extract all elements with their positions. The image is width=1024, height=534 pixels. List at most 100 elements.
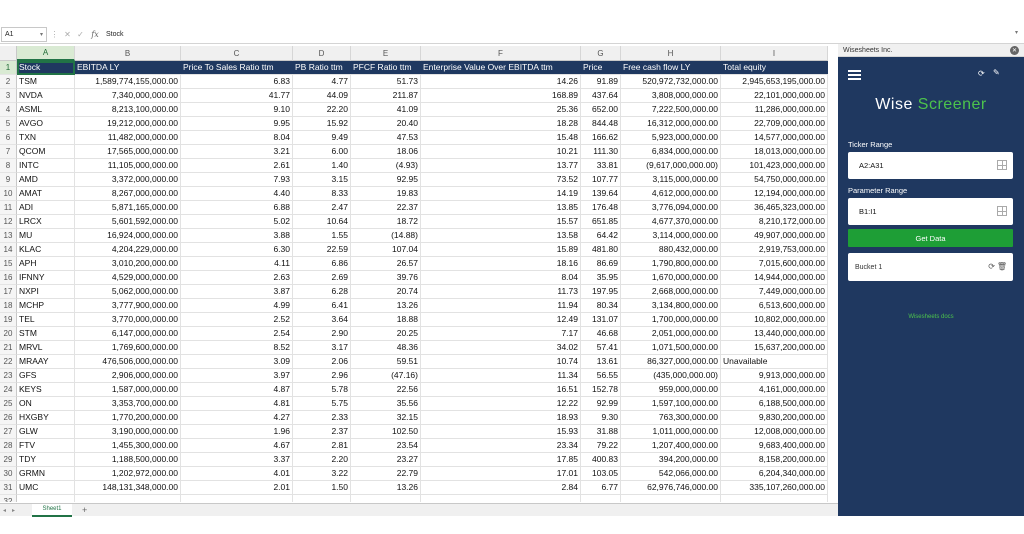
data-cell[interactable]: 10.21	[421, 145, 581, 159]
data-cell[interactable]: 6.28	[293, 285, 351, 299]
ticker-cell[interactable]: INTC	[17, 159, 75, 173]
row-header[interactable]: 1	[0, 61, 17, 75]
data-cell[interactable]: 6,834,000,000.00	[621, 145, 721, 159]
data-cell[interactable]: 20.25	[351, 327, 421, 341]
data-cell[interactable]: 5,062,000,000.00	[75, 285, 181, 299]
data-cell[interactable]: 9,913,000,000.00	[721, 369, 828, 383]
data-cell[interactable]: 22.56	[351, 383, 421, 397]
data-cell[interactable]: 2.96	[293, 369, 351, 383]
data-cell[interactable]: 80.34	[581, 299, 621, 313]
data-cell[interactable]: 20.40	[351, 117, 421, 131]
data-cell[interactable]: 26.57	[351, 257, 421, 271]
data-cell[interactable]: 25.36	[421, 103, 581, 117]
row-header[interactable]: 3	[0, 89, 17, 103]
ticker-cell[interactable]: GRMN	[17, 467, 75, 481]
data-cell[interactable]: 1,188,500,000.00	[75, 453, 181, 467]
data-cell[interactable]: 18.88	[351, 313, 421, 327]
data-cell[interactable]: 148,131,348,000.00	[75, 481, 181, 495]
ticker-range-input[interactable]: A2:A31	[848, 152, 1013, 179]
data-cell[interactable]: 4,529,000,000.00	[75, 271, 181, 285]
data-cell[interactable]: 5,871,165,000.00	[75, 201, 181, 215]
data-cell[interactable]: 6.41	[293, 299, 351, 313]
data-cell[interactable]: 5.02	[181, 215, 293, 229]
data-cell[interactable]: 9.95	[181, 117, 293, 131]
get-data-button[interactable]: Get Data	[848, 229, 1013, 247]
data-cell[interactable]: 131.07	[581, 313, 621, 327]
data-cell[interactable]: 2,919,753,000.00	[721, 243, 828, 257]
data-cell[interactable]: 542,066,000.00	[621, 467, 721, 481]
data-cell[interactable]: 2.69	[293, 271, 351, 285]
data-cell[interactable]: 102.50	[351, 425, 421, 439]
data-cell[interactable]: 2.01	[181, 481, 293, 495]
data-cell[interactable]: 51.73	[351, 75, 421, 89]
data-cell[interactable]: 16,312,000,000.00	[621, 117, 721, 131]
empty-cell[interactable]	[181, 495, 293, 502]
data-cell[interactable]: 54,750,000,000.00	[721, 173, 828, 187]
data-cell[interactable]: 2,051,000,000.00	[621, 327, 721, 341]
data-cell[interactable]: 35.56	[351, 397, 421, 411]
data-cell[interactable]: 2.33	[293, 411, 351, 425]
ticker-cell[interactable]: GFS	[17, 369, 75, 383]
data-cell[interactable]: 3.97	[181, 369, 293, 383]
data-cell[interactable]: 2.06	[293, 355, 351, 369]
data-cell[interactable]: 1,589,774,155,000.00	[75, 75, 181, 89]
data-cell[interactable]: 651.85	[581, 215, 621, 229]
data-cell[interactable]: 1.40	[293, 159, 351, 173]
row-header[interactable]: 17	[0, 285, 17, 299]
row-header[interactable]: 19	[0, 313, 17, 327]
data-cell[interactable]: (47.16)	[351, 369, 421, 383]
row-header[interactable]: 26	[0, 411, 17, 425]
data-cell[interactable]: 4.01	[181, 467, 293, 481]
data-cell[interactable]: 22.20	[293, 103, 351, 117]
row-header[interactable]: 4	[0, 103, 17, 117]
row-header[interactable]: 20	[0, 327, 17, 341]
close-icon[interactable]: ✕	[1010, 46, 1019, 55]
ticker-cell[interactable]: NXPI	[17, 285, 75, 299]
data-cell[interactable]: 111.30	[581, 145, 621, 159]
data-cell[interactable]: 18.06	[351, 145, 421, 159]
data-cell[interactable]: 211.87	[351, 89, 421, 103]
ticker-cell[interactable]: ASML	[17, 103, 75, 117]
data-cell[interactable]: 1,770,200,000.00	[75, 411, 181, 425]
data-cell[interactable]: 3.21	[181, 145, 293, 159]
data-cell[interactable]: 107.77	[581, 173, 621, 187]
data-cell[interactable]: 13.61	[581, 355, 621, 369]
data-cell[interactable]: 6.88	[181, 201, 293, 215]
data-cell[interactable]: 22,101,000,000.00	[721, 89, 828, 103]
data-cell[interactable]: 59.51	[351, 355, 421, 369]
data-cell[interactable]: 3,808,000,000.00	[621, 89, 721, 103]
row-header[interactable]: 5	[0, 117, 17, 131]
column-header-h[interactable]: H	[621, 46, 721, 61]
data-cell[interactable]: 3,776,094,000.00	[621, 201, 721, 215]
data-cell[interactable]: 880,432,000.00	[621, 243, 721, 257]
data-cell[interactable]: 73.52	[421, 173, 581, 187]
data-cell[interactable]: 9,830,200,000.00	[721, 411, 828, 425]
header-cell[interactable]: Price To Sales Ratio ttm	[181, 61, 293, 75]
ticker-cell[interactable]: ON	[17, 397, 75, 411]
row-header[interactable]: 7	[0, 145, 17, 159]
data-cell[interactable]: 5,923,000,000.00	[621, 131, 721, 145]
empty-cell[interactable]	[621, 495, 721, 502]
data-cell[interactable]: 437.64	[581, 89, 621, 103]
data-cell[interactable]: 4,677,370,000.00	[621, 215, 721, 229]
ticker-cell[interactable]: AVGO	[17, 117, 75, 131]
data-cell[interactable]: 91.89	[581, 75, 621, 89]
data-cell[interactable]: (9,617,000,000.00)	[621, 159, 721, 173]
header-cell[interactable]: Stock	[17, 61, 75, 75]
ticker-cell[interactable]: TDY	[17, 453, 75, 467]
ticker-cell[interactable]: TXN	[17, 131, 75, 145]
data-cell[interactable]: 13.26	[351, 299, 421, 313]
data-cell[interactable]: 8,213,100,000.00	[75, 103, 181, 117]
row-header[interactable]: 28	[0, 439, 17, 453]
empty-cell[interactable]	[351, 495, 421, 502]
data-cell[interactable]: 2.84	[421, 481, 581, 495]
column-header-c[interactable]: C	[181, 46, 293, 61]
data-cell[interactable]: 14,577,000,000.00	[721, 131, 828, 145]
row-header[interactable]: 13	[0, 229, 17, 243]
prev-sheet-icon[interactable]: ◂	[2, 507, 6, 514]
data-cell[interactable]: 9,683,400,000.00	[721, 439, 828, 453]
data-cell[interactable]: 844.48	[581, 117, 621, 131]
data-cell[interactable]: 6.83	[181, 75, 293, 89]
expand-formula-icon[interactable]: ▾	[1014, 30, 1018, 36]
column-header-a[interactable]: A	[17, 46, 75, 61]
